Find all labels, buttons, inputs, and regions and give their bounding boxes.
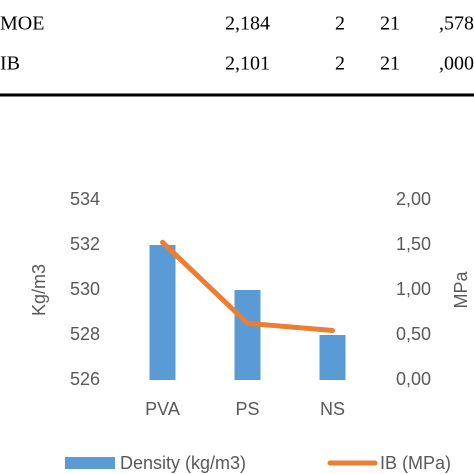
table-cell: 2	[335, 13, 345, 35]
table-cell: MOE	[0, 13, 44, 35]
x-tick-label: NS	[320, 399, 345, 419]
legend-label: IB (MPa)	[380, 453, 451, 473]
legend-swatch	[65, 457, 115, 469]
table-cell: IB	[0, 53, 20, 75]
table-cell: 21	[380, 53, 400, 75]
bar	[234, 290, 261, 380]
table-cell: 2	[335, 53, 345, 75]
y-tick-label: 526	[70, 369, 100, 389]
x-tick-label: PVA	[145, 399, 180, 419]
x-tick-label: PS	[235, 399, 259, 419]
y2-tick-label: 1,50	[396, 234, 431, 254]
y2-tick-label: 1,00	[396, 279, 431, 299]
bar	[149, 245, 176, 380]
y2-tick-label: 0,00	[396, 369, 431, 389]
y2-axis-label: MPa	[451, 271, 471, 309]
y2-tick-label: 0,50	[396, 324, 431, 344]
y-tick-label: 534	[70, 189, 100, 209]
table-cell: ,000	[439, 53, 474, 75]
table-cell: 21	[380, 13, 400, 35]
bar	[319, 335, 346, 380]
y-tick-label: 532	[70, 234, 100, 254]
y2-tick-label: 2,00	[396, 189, 431, 209]
table-cell: ,578	[439, 13, 474, 35]
y-tick-label: 530	[70, 279, 100, 299]
table-cell: 2,184	[225, 13, 270, 35]
line	[160, 239, 335, 333]
y-axis-label: Kg/m3	[29, 264, 49, 316]
table-cell: 2,101	[225, 53, 270, 75]
y-tick-label: 528	[70, 324, 100, 344]
legend-label: Density (kg/m3)	[120, 453, 246, 473]
